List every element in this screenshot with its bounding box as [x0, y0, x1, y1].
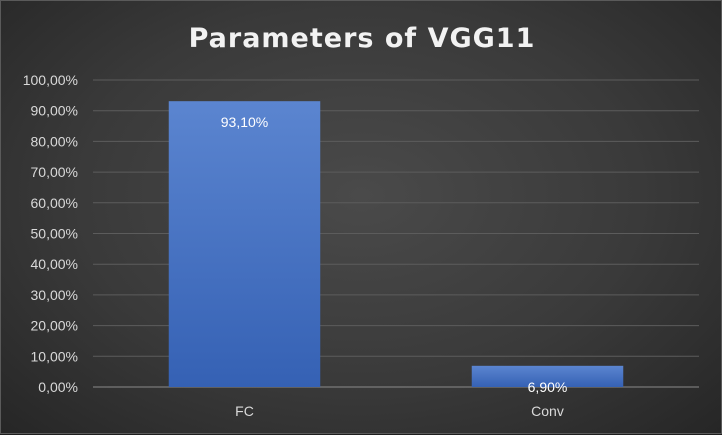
- chart-title: Parameters of VGG11: [189, 23, 536, 54]
- y-tick-label: 60,00%: [31, 195, 78, 211]
- y-tick-label: 90,00%: [31, 103, 78, 119]
- bar-fc: [168, 101, 321, 388]
- y-tick-label: 40,00%: [31, 256, 78, 272]
- y-tick-label: 70,00%: [31, 164, 78, 180]
- y-tick-label: 0,00%: [38, 379, 78, 395]
- x-category-label: Conv: [531, 403, 564, 419]
- bars: [168, 101, 624, 388]
- x-category-label: FC: [235, 403, 254, 419]
- y-tick-label: 100,00%: [23, 72, 78, 88]
- y-axis-ticks: 0,00% 10,00% 20,00% 30,00% 40,00% 50,00% 60,00…: [23, 72, 78, 395]
- y-tick-label: 30,00%: [31, 287, 78, 303]
- y-tick-label: 80,00%: [31, 133, 78, 149]
- y-tick-label: 20,00%: [31, 318, 78, 334]
- x-axis-categories: FC Conv: [235, 403, 564, 419]
- data-label: 93,10%: [221, 114, 268, 130]
- y-tick-label: 50,00%: [31, 226, 78, 242]
- bar-conv: [471, 365, 624, 387]
- data-labels: 93,10% 6,90%: [221, 114, 568, 395]
- data-label: 6,90%: [528, 379, 568, 395]
- y-tick-label: 10,00%: [31, 348, 78, 364]
